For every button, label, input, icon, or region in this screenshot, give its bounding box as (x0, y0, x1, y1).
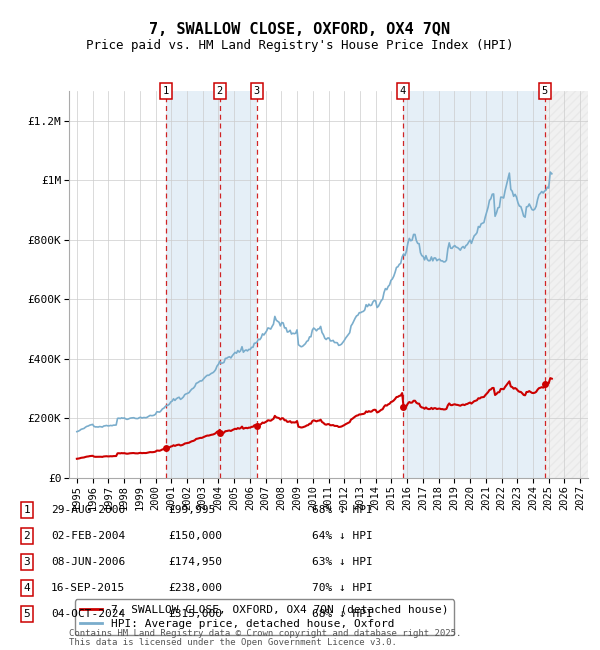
Bar (403, 91, 545, 478)
Bar (220, 91, 257, 478)
Text: This data is licensed under the Open Government Licence v3.0.: This data is licensed under the Open Gov… (69, 638, 397, 647)
Text: 3: 3 (254, 86, 260, 96)
Text: 5: 5 (23, 609, 31, 619)
Text: 1: 1 (163, 86, 169, 96)
Text: £150,000: £150,000 (168, 531, 222, 541)
Text: 4: 4 (400, 86, 406, 96)
Text: 5: 5 (542, 86, 548, 96)
Text: Contains HM Land Registry data © Crown copyright and database right 2025.: Contains HM Land Registry data © Crown c… (69, 629, 461, 638)
Text: £315,000: £315,000 (168, 609, 222, 619)
Legend: 7, SWALLOW CLOSE, OXFORD, OX4 7QN (detached house), HPI: Average price, detached: 7, SWALLOW CLOSE, OXFORD, OX4 7QN (detac… (74, 599, 454, 635)
Text: 7, SWALLOW CLOSE, OXFORD, OX4 7QN: 7, SWALLOW CLOSE, OXFORD, OX4 7QN (149, 21, 451, 37)
Text: 70% ↓ HPI: 70% ↓ HPI (312, 583, 373, 593)
Text: 1: 1 (23, 505, 31, 515)
Text: 3: 3 (23, 557, 31, 567)
Text: 68% ↓ HPI: 68% ↓ HPI (312, 505, 373, 515)
Text: 4: 4 (23, 583, 31, 593)
Text: Price paid vs. HM Land Registry's House Price Index (HPI): Price paid vs. HM Land Registry's House … (86, 39, 514, 52)
Text: 08-JUN-2006: 08-JUN-2006 (51, 557, 125, 567)
Text: £174,950: £174,950 (168, 557, 222, 567)
Text: 63% ↓ HPI: 63% ↓ HPI (312, 557, 373, 567)
Text: £99,995: £99,995 (168, 505, 215, 515)
Text: 02-FEB-2004: 02-FEB-2004 (51, 531, 125, 541)
Text: 29-AUG-2000: 29-AUG-2000 (51, 505, 125, 515)
Text: 64% ↓ HPI: 64% ↓ HPI (312, 531, 373, 541)
Text: 2: 2 (217, 86, 223, 96)
Bar (166, 91, 220, 478)
Text: 2: 2 (23, 531, 31, 541)
Bar (545, 91, 588, 478)
Text: £238,000: £238,000 (168, 583, 222, 593)
Text: 16-SEP-2015: 16-SEP-2015 (51, 583, 125, 593)
Text: 68% ↓ HPI: 68% ↓ HPI (312, 609, 373, 619)
Text: 04-OCT-2024: 04-OCT-2024 (51, 609, 125, 619)
